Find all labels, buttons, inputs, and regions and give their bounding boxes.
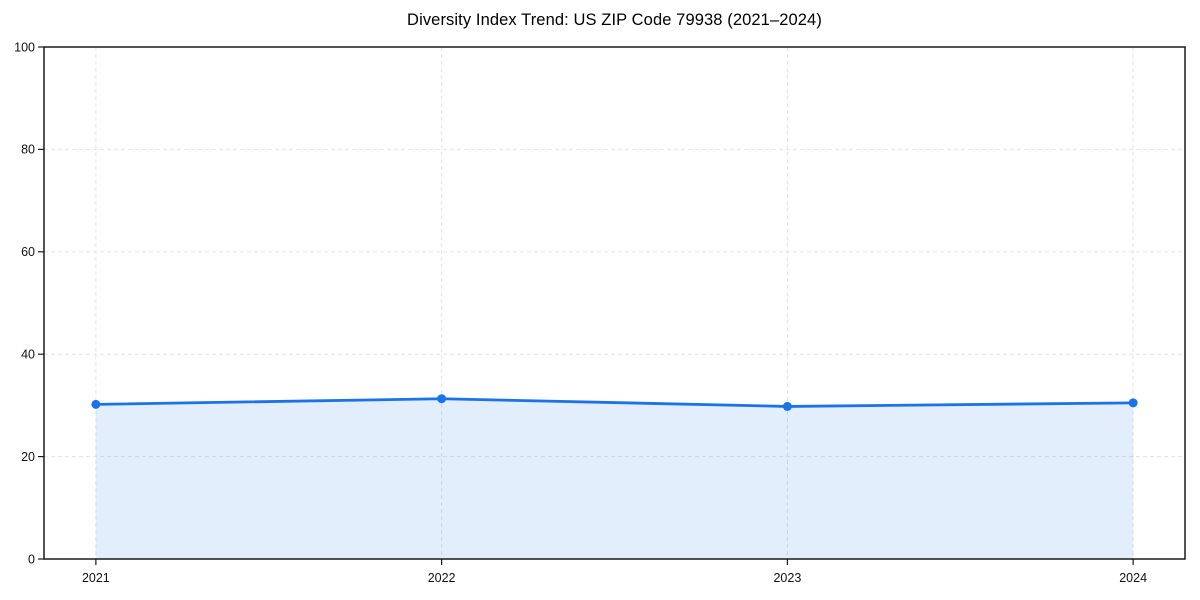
y-tick-label: 40 <box>21 348 35 362</box>
data-point-marker <box>91 399 101 409</box>
trend-line <box>94 397 1135 408</box>
data-point-marker <box>437 394 447 404</box>
y-tick-label: 80 <box>21 143 35 157</box>
y-tick-label: 20 <box>21 450 35 464</box>
data-point-marker <box>782 401 792 411</box>
chart-title: Diversity Index Trend: US ZIP Code 79938… <box>407 11 822 29</box>
y-tick-label: 0 <box>28 552 35 566</box>
x-tick-label: 2023 <box>773 571 801 585</box>
y-tick-label: 100 <box>14 40 35 54</box>
data-point-marker <box>1128 398 1138 408</box>
area-fill <box>95 398 1134 559</box>
y-tick-label: 60 <box>21 245 35 259</box>
plot-border <box>43 46 1186 560</box>
x-tick-label: 2024 <box>1119 571 1147 585</box>
x-tick-label: 2021 <box>82 571 110 585</box>
x-tick-label: 2022 <box>428 571 456 585</box>
